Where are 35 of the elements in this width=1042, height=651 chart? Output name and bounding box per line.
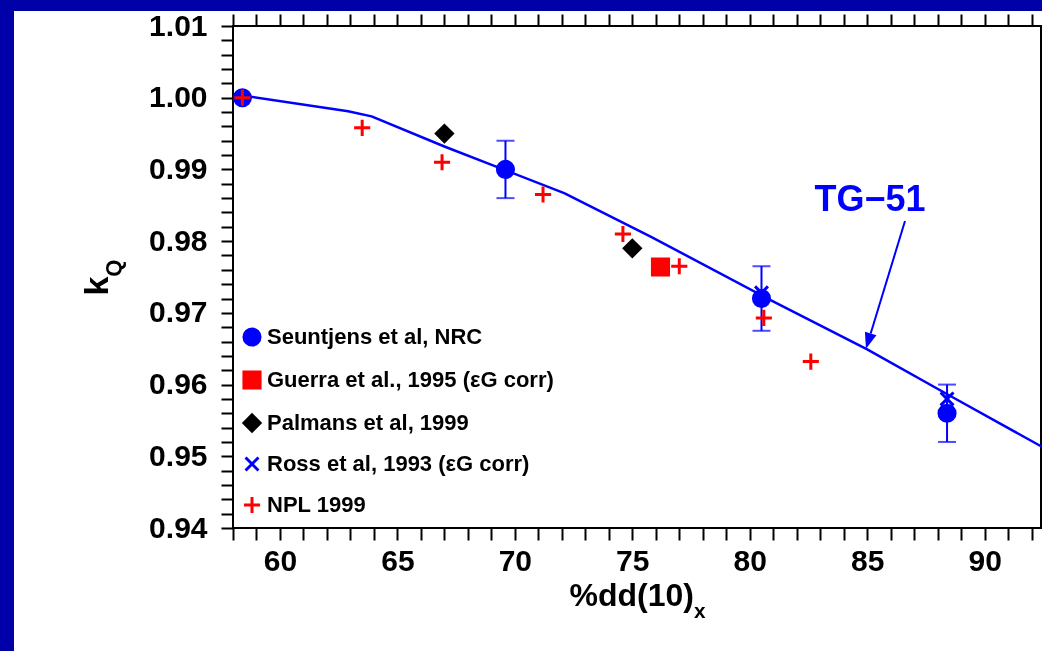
x-tick-label: 90 (968, 543, 1002, 577)
point (622, 238, 642, 258)
y-tick-label: 0.95 (149, 438, 208, 472)
point (495, 159, 516, 179)
y-tick-label: 1.01 (149, 8, 208, 42)
annotation: TG−51 (814, 178, 926, 219)
point (352, 118, 372, 138)
point (939, 390, 955, 407)
y-tick-label: 0.94 (149, 510, 208, 544)
x-tick-label: 60 (263, 543, 298, 577)
legend-label: Palmans et al, 1999 (267, 410, 469, 435)
legend-label: NPL 1999 (267, 492, 366, 517)
legend-label: Ross et al, 1993 (εG corr) (267, 451, 530, 476)
point (533, 184, 553, 205)
x-tick-label: 80 (733, 543, 767, 577)
legend-label: Seuntjens et al, NRC (267, 324, 483, 349)
point (432, 152, 452, 172)
y-tick-label: 0.99 (149, 151, 208, 185)
x-tick-label: 75 (616, 543, 650, 577)
y-tick-label: 0.97 (149, 295, 208, 329)
y-tick-label: 0.98 (149, 223, 208, 257)
y-tick-label: 0.96 (149, 367, 208, 401)
point (613, 224, 633, 244)
point (434, 124, 454, 144)
y-tick-label: 1.00 (149, 80, 208, 114)
x-axis-title: %dd(10)$_{x}$ (569, 576, 706, 621)
x-tick-label: 70 (498, 543, 533, 577)
point (754, 308, 774, 328)
x-tick-label: 85 (851, 543, 885, 577)
point (937, 403, 957, 423)
legend-label: Guerra et al., 1995 (εG corr) (267, 367, 554, 392)
x-tick-label: 65 (381, 543, 415, 577)
point (650, 257, 671, 277)
point (801, 352, 821, 372)
point (669, 256, 689, 276)
